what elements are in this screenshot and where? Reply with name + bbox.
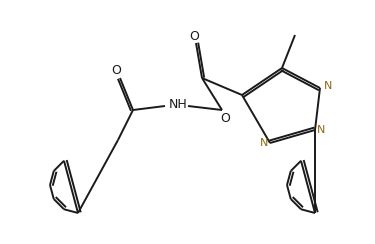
Text: O: O bbox=[111, 64, 121, 78]
Text: N: N bbox=[260, 138, 268, 148]
Text: O: O bbox=[189, 30, 199, 42]
Text: NH: NH bbox=[169, 98, 188, 111]
Text: N: N bbox=[317, 125, 325, 135]
Text: O: O bbox=[220, 112, 230, 124]
Text: N: N bbox=[324, 81, 332, 91]
